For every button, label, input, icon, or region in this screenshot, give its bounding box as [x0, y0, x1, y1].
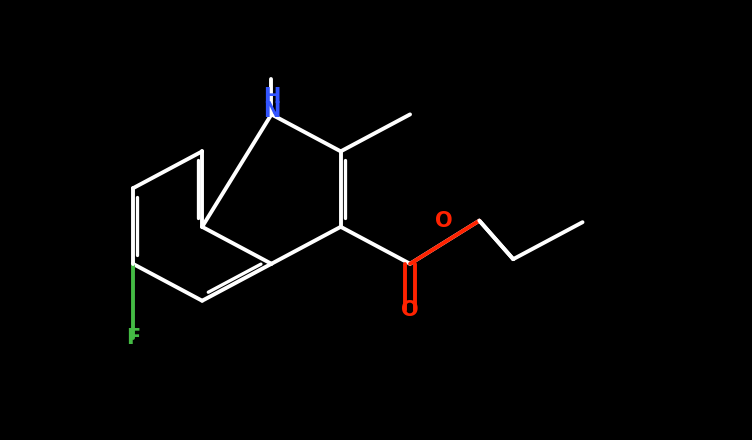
Text: N: N: [262, 101, 280, 121]
Text: O: O: [402, 300, 419, 320]
Text: O: O: [435, 211, 453, 231]
Text: H: H: [262, 88, 280, 107]
Text: F: F: [126, 328, 140, 348]
